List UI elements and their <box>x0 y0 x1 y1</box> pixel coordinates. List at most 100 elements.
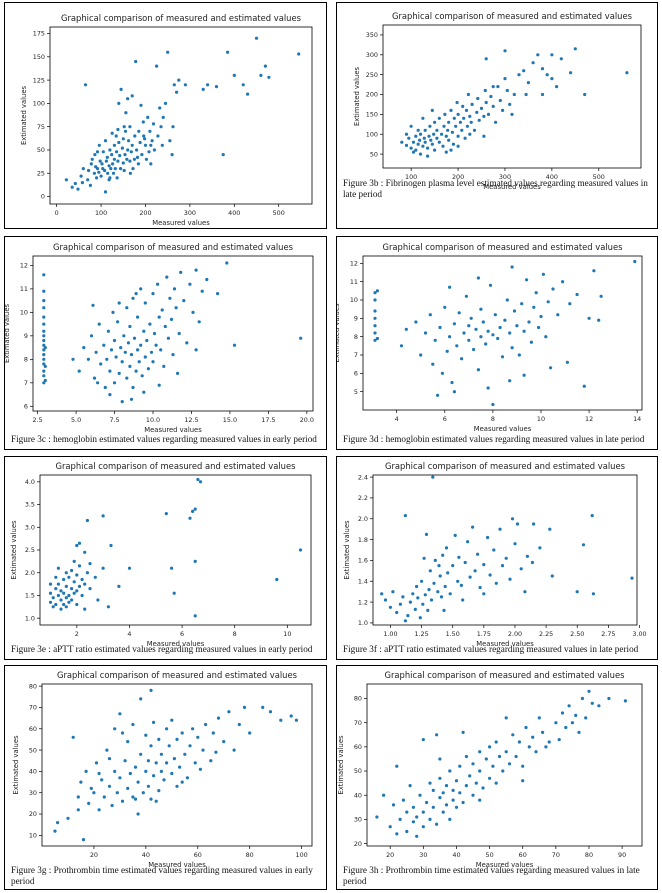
data-point <box>531 735 535 739</box>
data-point <box>567 704 571 708</box>
data-point <box>513 542 517 546</box>
data-point <box>214 85 219 89</box>
data-point <box>125 376 129 380</box>
data-point <box>491 333 495 337</box>
data-point <box>441 553 445 557</box>
data-point <box>517 353 521 357</box>
data-point <box>111 310 115 314</box>
data-point <box>464 108 469 112</box>
data-point <box>468 575 472 579</box>
data-point <box>113 167 117 171</box>
data-point <box>497 754 502 759</box>
data-point <box>168 296 172 300</box>
data-point <box>435 128 439 132</box>
data-point <box>185 341 189 345</box>
data-point <box>592 269 596 273</box>
data-point <box>498 325 502 330</box>
x-axis-label: Measured values <box>483 183 541 191</box>
data-point <box>461 730 465 734</box>
data-point <box>122 125 126 129</box>
data-point <box>62 591 66 595</box>
data-point <box>565 360 569 364</box>
data-point <box>43 346 47 350</box>
data-point <box>85 518 89 523</box>
data-point <box>447 138 451 142</box>
data-point <box>426 608 430 612</box>
data-point <box>584 716 588 720</box>
data-point <box>428 817 432 821</box>
x-tick-label: 100 <box>95 209 107 217</box>
data-point <box>134 292 138 296</box>
y-tick-label: 80 <box>354 695 362 703</box>
data-point <box>139 287 143 291</box>
data-point <box>401 798 405 802</box>
data-point <box>534 291 538 295</box>
data-point <box>90 157 94 161</box>
data-point <box>478 798 482 802</box>
data-point <box>431 788 435 792</box>
data-point <box>194 348 198 352</box>
data-point <box>129 397 134 401</box>
figure-caption-f: Figure 3f : aPTT ratio estimated values … <box>343 644 639 654</box>
data-point <box>42 338 46 343</box>
x-tick-label: 60 <box>519 851 527 859</box>
data-point <box>84 769 88 773</box>
y-axis-label: Extimated values <box>12 735 20 795</box>
data-point <box>479 335 483 339</box>
data-point <box>424 532 429 536</box>
data-point <box>151 122 156 126</box>
x-tick-label: 200 <box>452 173 464 181</box>
data-point <box>482 563 486 567</box>
data-point <box>77 564 82 568</box>
data-point <box>143 143 148 147</box>
y-tick-label: 150 <box>33 53 45 61</box>
data-point <box>134 369 138 373</box>
y-axis-label: Extimated values <box>343 520 351 580</box>
data-point <box>156 134 160 138</box>
data-point <box>87 801 91 805</box>
data-point <box>42 362 46 366</box>
data-point <box>126 148 130 152</box>
data-point <box>141 791 145 795</box>
data-point <box>76 187 80 191</box>
data-point <box>404 143 409 147</box>
data-point <box>427 134 431 138</box>
x-tick-label: 80 <box>246 851 254 859</box>
data-point <box>42 381 46 385</box>
data-point <box>83 607 87 611</box>
y-tick-label: 40 <box>354 791 362 799</box>
data-point <box>216 292 220 296</box>
data-point <box>120 799 125 803</box>
data-point <box>587 689 591 693</box>
data-point <box>423 140 427 144</box>
data-point <box>460 357 464 361</box>
data-point <box>81 167 85 171</box>
data-point <box>159 752 163 756</box>
x-tick-label: 400 <box>546 173 558 181</box>
data-point <box>67 593 71 598</box>
data-point <box>179 270 183 274</box>
data-point <box>67 600 71 604</box>
data-point <box>83 582 87 586</box>
data-point <box>430 108 434 112</box>
x-tick-label: 1.25 <box>414 630 428 638</box>
data-point <box>183 83 187 87</box>
x-axis-label: Measured values <box>476 861 534 869</box>
data-point <box>42 273 46 277</box>
data-point <box>167 744 171 748</box>
data-point <box>428 781 432 785</box>
data-point <box>456 112 460 116</box>
data-point <box>494 781 498 785</box>
data-point <box>128 125 132 129</box>
data-point <box>146 367 150 371</box>
data-point <box>539 314 543 319</box>
data-point <box>92 376 97 380</box>
data-point <box>171 125 175 129</box>
data-point <box>131 795 135 799</box>
data-point <box>97 322 101 326</box>
data-point <box>161 115 165 119</box>
data-point <box>436 590 440 594</box>
data-point <box>86 357 90 361</box>
data-point <box>536 53 540 57</box>
data-point <box>158 106 162 110</box>
